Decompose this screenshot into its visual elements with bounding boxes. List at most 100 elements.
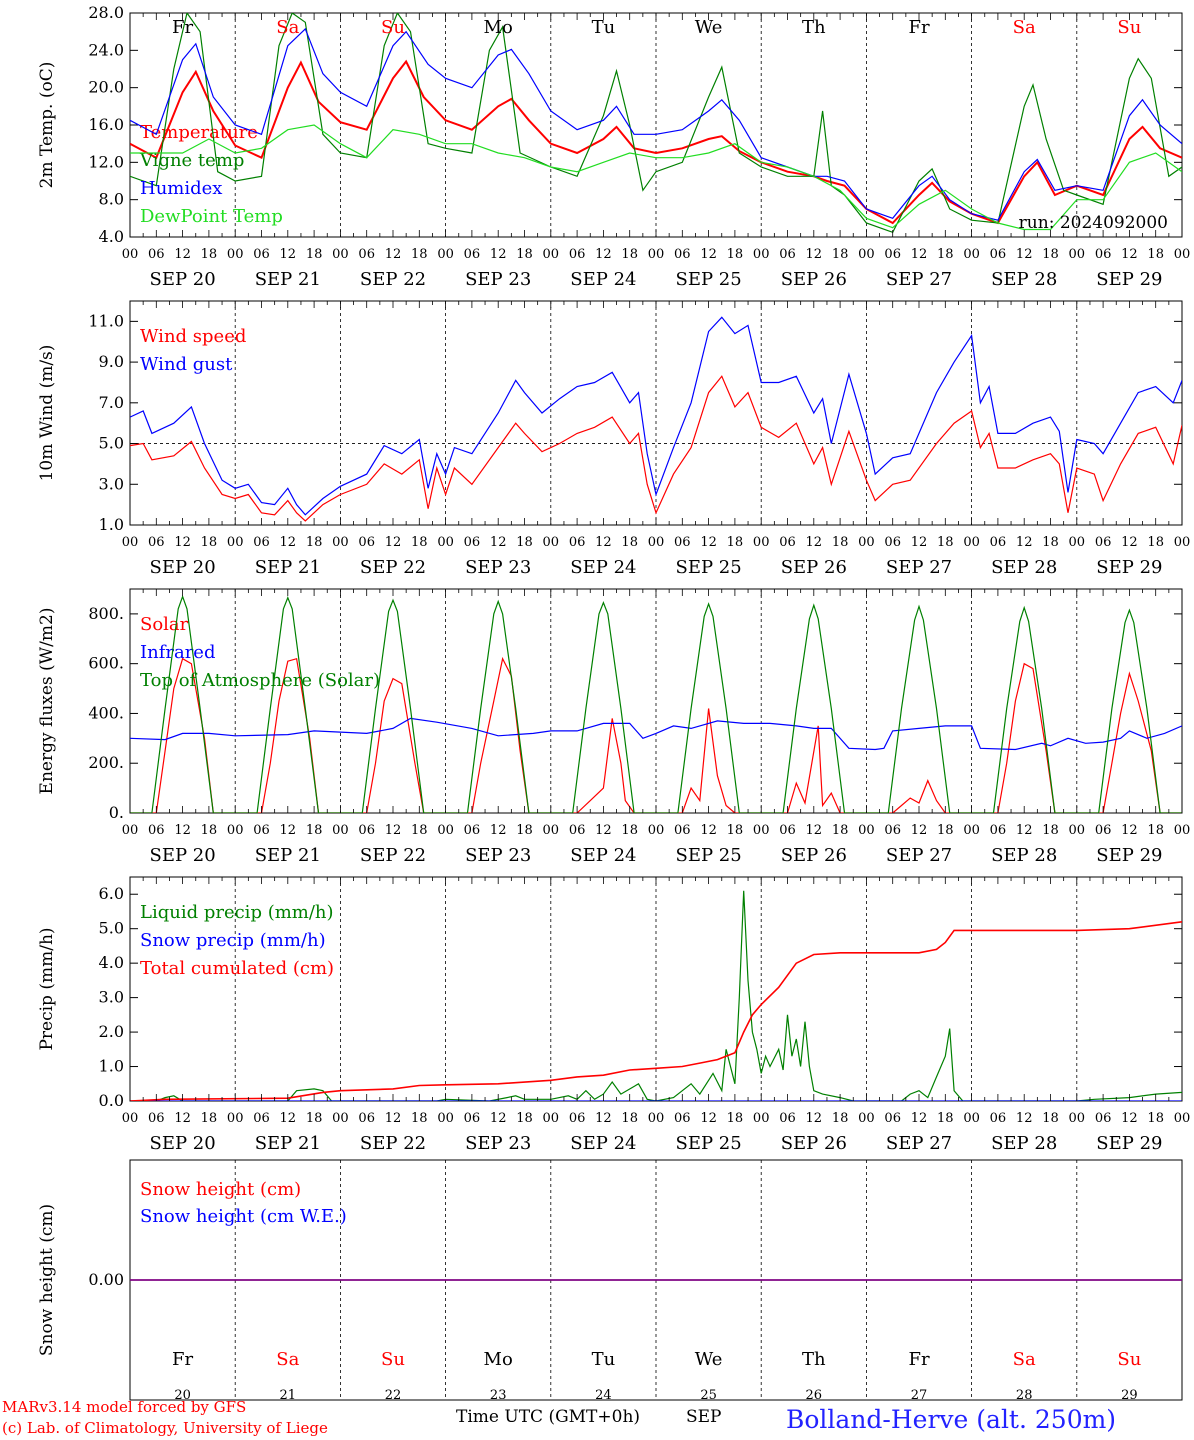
x-tick-label: 00 [1069, 535, 1086, 550]
x-tick-label: 06 [990, 247, 1007, 262]
x-tick-label: 00 [753, 535, 770, 550]
panel-wind: 1.0 3.0 5.0 7.0 9.0 11.0 10m Wind (m/s) Wind sp… [37, 300, 1190, 578]
date-label: SEP 26 [781, 845, 847, 866]
x-tick-label: 00 [858, 535, 875, 550]
y-tick-label: 3.0 [99, 988, 124, 1007]
x-tick-label: 12 [911, 1111, 928, 1126]
y-tick-label: 2.0 [99, 1022, 124, 1041]
y-tick-label: 20.0 [88, 78, 124, 97]
x-tick-label: 18 [621, 535, 638, 550]
weekday-label: Tu [592, 17, 616, 38]
weekday-label: Th [802, 17, 826, 38]
x-tick-label: 06 [253, 535, 270, 550]
x-tick-label: 18 [937, 1111, 954, 1126]
date-label: SEP 21 [255, 845, 321, 866]
x-tick-label: 00 [648, 535, 665, 550]
y-tick-label: 800. [88, 604, 124, 623]
x-tick-label: 06 [569, 247, 586, 262]
series-line [130, 375, 1182, 522]
weekday-label: We [695, 1349, 723, 1370]
date-label: SEP 26 [781, 1133, 847, 1154]
weekday-label: Su [381, 1349, 405, 1370]
date-label: SEP 24 [570, 269, 636, 290]
x-tick-label: 00 [227, 247, 244, 262]
date-label: SEP 22 [360, 269, 426, 290]
y-tick-label: 3.0 [99, 474, 124, 493]
weekday-label: Sa [1013, 1349, 1036, 1370]
x-tick-label: 18 [727, 823, 744, 838]
x-tick-label: 00 [543, 535, 560, 550]
x-tick-label: 06 [148, 823, 165, 838]
date-label: SEP 27 [886, 1133, 952, 1154]
x-tick-label: 00 [543, 1111, 560, 1126]
x-tick-label: 12 [1121, 1111, 1138, 1126]
x-tick-label: 18 [832, 1111, 849, 1126]
x-tick-label: 12 [385, 1111, 402, 1126]
x-tick-label: 00 [963, 1111, 980, 1126]
x-tick-label: 06 [358, 247, 375, 262]
x-tick-label: 06 [990, 823, 1007, 838]
x-tick-label: 06 [674, 1111, 691, 1126]
x-tick-label: 18 [937, 535, 954, 550]
x-tick-label: 00 [753, 823, 770, 838]
month-label: SEP [686, 1407, 722, 1427]
date-label: SEP 23 [465, 1133, 531, 1154]
x-tick-label: 06 [1095, 823, 1112, 838]
x-tick-label: 00 [437, 535, 454, 550]
series-line [130, 921, 1182, 1101]
x-tick-label: 18 [1147, 823, 1164, 838]
x-tick-label: 00 [122, 823, 139, 838]
x-tick-label: 00 [858, 1111, 875, 1126]
weekday-label: Su [1117, 1349, 1141, 1370]
x-tick-label: 06 [990, 535, 1007, 550]
x-tick-label: 18 [1042, 823, 1059, 838]
x-tick-label: 06 [884, 247, 901, 262]
x-tick-label: 06 [779, 823, 796, 838]
x-tick-label: 12 [806, 1111, 823, 1126]
x-tick-label: 12 [174, 1111, 191, 1126]
day-number: 23 [490, 1388, 507, 1403]
legend-entry: Top of Atmosphere (Solar) [140, 670, 380, 691]
day-number: 24 [595, 1388, 612, 1403]
x-tick-label: 00 [332, 1111, 349, 1126]
x-tick-label: 12 [911, 535, 928, 550]
date-label: SEP 28 [991, 1133, 1057, 1154]
x-tick-label: 06 [779, 535, 796, 550]
x-tick-label: 00 [122, 247, 139, 262]
x-tick-label: 06 [253, 247, 270, 262]
date-label: SEP 24 [570, 845, 636, 866]
series-line [130, 316, 1182, 516]
weekday-label: Mo [484, 17, 513, 38]
y-tick-label: 4.0 [99, 227, 124, 246]
x-tick-label: 12 [1121, 535, 1138, 550]
date-label: SEP 23 [465, 557, 531, 578]
date-label: SEP 26 [781, 557, 847, 578]
day-number: 28 [1016, 1388, 1033, 1403]
x-tick-label: 00 [858, 823, 875, 838]
x-tick-label: 06 [253, 823, 270, 838]
x-tick-label: 12 [700, 823, 717, 838]
x-tick-label: 18 [306, 823, 323, 838]
x-tick-label: 12 [280, 535, 297, 550]
y-tick-label: 11.0 [88, 311, 124, 330]
panel-energy: 0. 200. 400. 600. 800. Energy fluxes (W/m2) So… [37, 588, 1190, 866]
x-tick-label: 12 [490, 1111, 507, 1126]
x-tick-label: 00 [332, 535, 349, 550]
date-label: SEP 24 [570, 1133, 636, 1154]
date-label: SEP 22 [360, 845, 426, 866]
weekday-label: Fr [908, 1349, 929, 1370]
x-tick-label: 12 [1121, 823, 1138, 838]
x-tick-label: 18 [411, 247, 428, 262]
date-label: SEP 25 [675, 1133, 741, 1154]
date-label: SEP 29 [1096, 1133, 1162, 1154]
x-tick-label: 12 [911, 823, 928, 838]
weekday-label: Su [381, 17, 405, 38]
legend-entry: Wind speed [140, 326, 246, 347]
x-tick-label: 00 [227, 823, 244, 838]
x-tick-label: 18 [411, 535, 428, 550]
x-tick-label: 18 [621, 823, 638, 838]
x-tick-label: 12 [700, 1111, 717, 1126]
legend-entry: Snow precip (mm/h) [140, 930, 326, 951]
x-tick-label: 06 [990, 1111, 1007, 1126]
